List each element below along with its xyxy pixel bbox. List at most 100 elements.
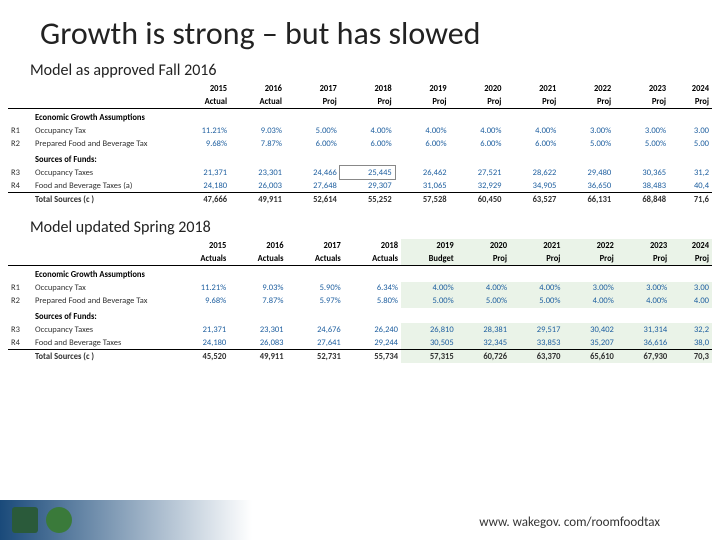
cell-value: 40,4 (669, 179, 712, 193)
cell-value: 27,641 (287, 336, 344, 350)
cell-value: 3.00 (669, 125, 712, 138)
col-year: 2017 (287, 239, 344, 252)
row-label: Occupancy Taxes (32, 166, 172, 179)
total-row: Total Sources (c )45,52049,91152,73155,7… (8, 350, 712, 364)
total-value: 63,527 (504, 193, 559, 207)
cell-value: 7.87% (229, 295, 286, 308)
total-value: 45,520 (172, 350, 229, 364)
row-label: Occupancy Tax (32, 125, 172, 138)
cell-value: 6.00% (504, 138, 559, 151)
cell-value: 35,207 (563, 336, 616, 350)
total-label: Total Sources (c ) (32, 193, 172, 207)
row-id: R4 (8, 179, 32, 193)
cell-value: 31,314 (617, 323, 670, 336)
cell-value: 29,307 (340, 179, 395, 193)
cell-value: 4.00% (450, 125, 505, 138)
cell-value: 27,521 (450, 166, 505, 179)
cell-value: 29,517 (510, 323, 563, 336)
cell-value: 27,648 (285, 179, 340, 193)
cell-value: 26,810 (401, 323, 457, 336)
cell-value: 4.00% (617, 295, 670, 308)
cell-value: 31,065 (395, 179, 450, 193)
cell-value: 32,2 (670, 323, 712, 336)
row-label: Prepared Food and Beverage Tax (32, 295, 172, 308)
table-row: R3Occupancy Taxes21,37123,30124,67626,24… (8, 323, 712, 336)
col-year: 2018 (344, 239, 401, 252)
row-id: R1 (8, 282, 32, 295)
total-value: 57,315 (401, 350, 457, 364)
col-year: 2024 (669, 82, 712, 95)
row-label: Food and Beverage Taxes (32, 336, 172, 350)
col-sub: Proj (670, 252, 712, 266)
col-sub: Proj (563, 252, 616, 266)
col-year: 2023 (617, 239, 670, 252)
col-year: 2020 (450, 82, 505, 95)
col-year: 2023 (614, 82, 669, 95)
cell-value: 36,616 (617, 336, 670, 350)
cell-value: 33,853 (510, 336, 563, 350)
footer-bar: www. wakegov. com/roomfoodtax (0, 500, 720, 540)
cell-value: 6.34% (344, 282, 401, 295)
section-header: Sources of Funds: (32, 151, 712, 167)
table-row: R4Food and Beverage Taxes24,18026,08327,… (8, 336, 712, 350)
cell-value: 6.00% (340, 138, 395, 151)
section-header: Economic Growth Assumptions (32, 266, 712, 282)
col-sub: Actuals (229, 252, 286, 266)
cell-value: 31,2 (669, 166, 712, 179)
total-value: 60,450 (450, 193, 505, 207)
cell-value: 3.00% (559, 125, 614, 138)
cell-value: 5.00% (510, 295, 563, 308)
col-sub: Proj (510, 252, 563, 266)
data-table: 2015201620172018201920202021202220232024… (0, 239, 720, 363)
cell-value: 21,371 (172, 166, 230, 179)
col-year: 2021 (510, 239, 563, 252)
total-value: 71,6 (669, 193, 712, 207)
row-label: Food and Beverage Taxes (a) (32, 179, 172, 193)
cell-value: 24,466 (285, 166, 340, 179)
total-value: 65,610 (563, 350, 616, 364)
row-id: R3 (8, 166, 32, 179)
cell-value: 9.03% (230, 125, 285, 138)
cell-value: 32,345 (457, 336, 510, 350)
cell-value: 9.03% (229, 282, 286, 295)
col-year: 2021 (504, 82, 559, 95)
table-row: R3Occupancy Taxes21,37123,30124,46625,44… (8, 166, 712, 179)
col-sub: Proj (450, 95, 505, 109)
cell-value: 9.68% (172, 138, 230, 151)
col-sub: Proj (504, 95, 559, 109)
cell-value: 26,462 (395, 166, 450, 179)
col-sub: Budget (401, 252, 457, 266)
cell-value: 30,505 (401, 336, 457, 350)
col-year: 2018 (340, 82, 395, 95)
total-label: Total Sources (c ) (32, 350, 172, 364)
cell-value: 26,240 (344, 323, 401, 336)
col-year: 2019 (395, 82, 450, 95)
col-year: 2022 (559, 82, 614, 95)
cell-value: 4.00 (670, 295, 712, 308)
cell-value: 26,003 (230, 179, 285, 193)
col-year: 2015 (172, 239, 229, 252)
cell-value: 3.00 (670, 282, 712, 295)
cell-value: 4.00% (563, 295, 616, 308)
cell-value: 5.97% (287, 295, 344, 308)
cell-value: 24,180 (172, 179, 230, 193)
seal-logo (46, 507, 72, 533)
cell-value: 4.00% (340, 125, 395, 138)
row-id: R4 (8, 336, 32, 350)
cell-value: 5.00% (457, 295, 510, 308)
table-row: R1Occupancy Tax11.21%9.03%5.00%4.00%4.00… (8, 125, 712, 138)
col-sub: Proj (457, 252, 510, 266)
col-sub: Proj (669, 95, 712, 109)
section-header: Sources of Funds: (32, 308, 712, 324)
cell-value: 7.87% (230, 138, 285, 151)
cell-value: 4.00% (504, 125, 559, 138)
total-value: 63,370 (510, 350, 563, 364)
cell-value: 11.21% (172, 282, 229, 295)
table-row: R2Prepared Food and Beverage Tax9.68%7.8… (8, 295, 712, 308)
footer-url: www. wakegov. com/roomfoodtax (479, 515, 660, 530)
cell-value: 5.90% (287, 282, 344, 295)
col-sub: Actuals (287, 252, 344, 266)
row-id: R2 (8, 138, 32, 151)
cell-value: 21,371 (172, 323, 229, 336)
cell-value: 4.00% (401, 282, 457, 295)
